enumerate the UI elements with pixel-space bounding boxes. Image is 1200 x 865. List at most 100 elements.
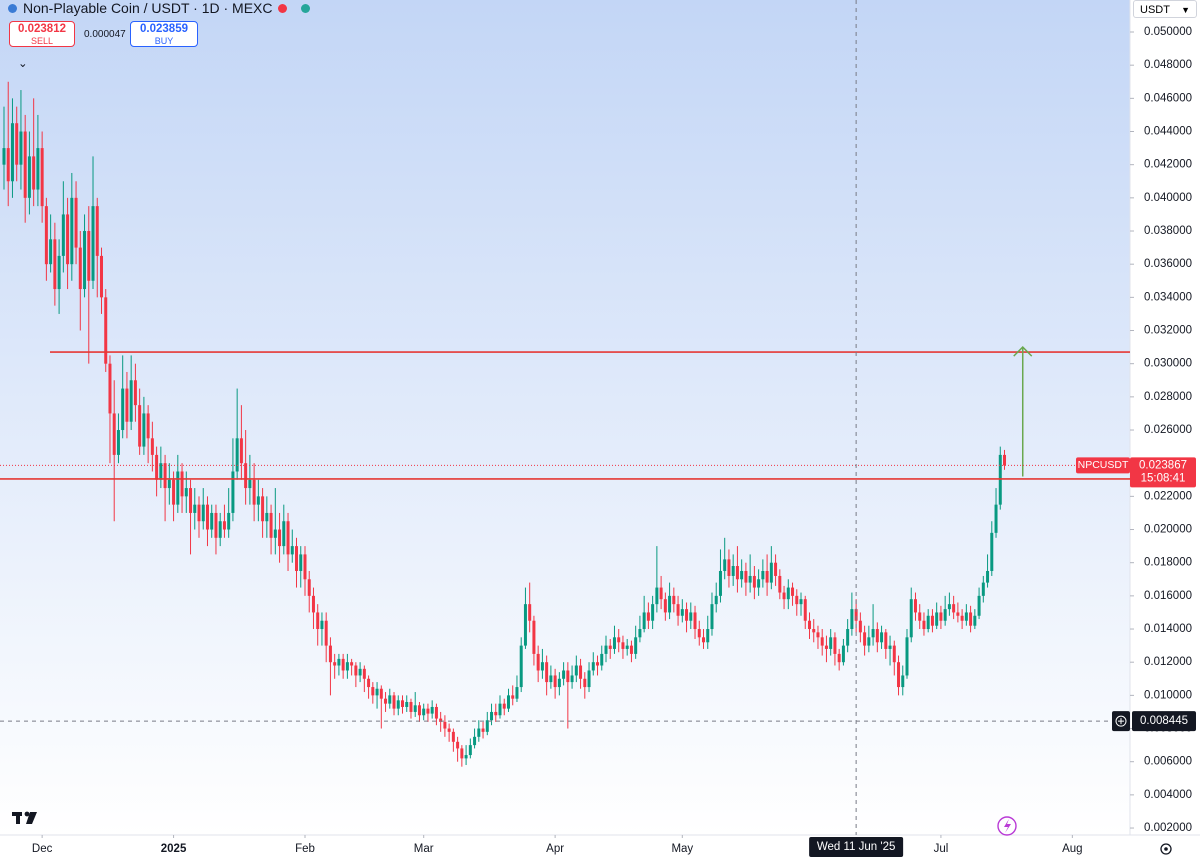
candle-body: [867, 637, 871, 646]
candle-body: [91, 206, 95, 281]
y-tick-label: 0.040000: [1144, 192, 1192, 204]
candle-body: [498, 703, 502, 716]
symbol-tag: NPCUSDT: [1078, 459, 1129, 471]
settings-icon[interactable]: [1160, 843, 1172, 855]
candle-body: [765, 570, 769, 583]
candle-body: [566, 670, 570, 683]
candle-body: [150, 438, 154, 455]
crosshair-x-bg: [809, 837, 904, 857]
candle-body: [922, 620, 926, 630]
candle-body: [634, 637, 638, 654]
candle-body: [583, 678, 587, 688]
candle-body: [735, 566, 739, 580]
y-tick-label: 0.042000: [1144, 159, 1192, 171]
candle-body: [757, 579, 761, 588]
candle-body: [388, 695, 392, 704]
candle-body: [913, 599, 917, 613]
candle-body: [854, 609, 858, 621]
candle-body: [799, 599, 803, 605]
candle-body: [939, 612, 943, 621]
x-tick-label: Dec: [32, 843, 53, 855]
candle-body: [812, 629, 816, 633]
candle-body: [146, 413, 150, 439]
candle-body: [320, 620, 324, 630]
candle-body: [324, 620, 328, 646]
candle-body: [10, 123, 14, 182]
y-tick-label: 0.034000: [1144, 291, 1192, 303]
candle-body: [574, 665, 578, 676]
symbol-icon: [8, 3, 17, 13]
candle-body: [651, 604, 655, 621]
candle-body: [697, 629, 701, 638]
last-price-label: 0.023867: [1139, 459, 1187, 471]
candle-body: [239, 438, 243, 464]
buy-price: 0.023859: [140, 23, 188, 35]
candle-body: [6, 148, 10, 182]
candle-body: [668, 595, 672, 613]
candle-body: [909, 599, 913, 638]
candle-body: [269, 512, 273, 538]
currency-select[interactable]: USDT ▼: [1133, 0, 1197, 18]
candle-body: [371, 687, 375, 696]
candle-body: [70, 197, 74, 265]
add-alert-circle: [1115, 715, 1127, 727]
candle-body: [222, 521, 226, 530]
candle-body: [553, 675, 557, 688]
candle-body: [880, 632, 884, 643]
candle-body: [490, 711, 494, 721]
candle-body: [494, 711, 498, 716]
candle-body: [596, 662, 600, 666]
x-tick-label: Aug: [1062, 843, 1082, 855]
buy-label: BUY: [154, 36, 174, 46]
candle-body: [227, 512, 231, 530]
candle-body: [112, 413, 116, 455]
candle-body: [155, 454, 159, 480]
candle-body: [405, 701, 409, 707]
y-tick-label: 0.046000: [1144, 92, 1192, 104]
candle-body: [384, 698, 388, 704]
x-tick-label: Jul: [934, 843, 949, 855]
candle-body: [600, 653, 604, 666]
candle-body: [413, 705, 417, 712]
candle-body: [706, 629, 710, 643]
candle-body: [468, 745, 472, 756]
x-tick-label: Feb: [295, 843, 315, 855]
crosshair-y-label: 0.008445: [1140, 715, 1188, 727]
candle-body: [53, 239, 57, 290]
y-tick-label: 0.044000: [1144, 126, 1192, 138]
lightning-icon[interactable]: [997, 816, 1017, 836]
candle-body: [905, 637, 909, 676]
candle-body: [1003, 454, 1007, 466]
y-tick-label: 0.028000: [1144, 391, 1192, 403]
add-alert-plus: [1118, 718, 1124, 725]
candle-body: [617, 637, 621, 643]
add-alert-button[interactable]: [1112, 711, 1130, 732]
candle-body: [252, 479, 256, 505]
candle-body: [748, 575, 752, 583]
collapse-chevron[interactable]: ⌄: [18, 58, 28, 70]
candle-body: [502, 703, 506, 709]
candle-body: [27, 156, 31, 198]
y-tick-label: 0.026000: [1144, 424, 1192, 436]
candle-body: [129, 380, 133, 422]
candle-body: [778, 575, 782, 593]
y-tick-label: 0.022000: [1144, 490, 1192, 502]
buy-button[interactable]: 0.023859 BUY: [130, 21, 198, 47]
candle-body: [685, 609, 689, 621]
symbol-title: Non-Playable Coin / USDT · 1D · MEXC: [23, 0, 273, 16]
y-tick-label: 0.004000: [1144, 789, 1192, 801]
sell-button[interactable]: 0.023812 SELL: [9, 21, 75, 47]
candle-body: [655, 587, 659, 605]
candle-body: [358, 668, 362, 676]
candle-body: [193, 504, 197, 513]
candle-body: [926, 615, 930, 630]
candle-body: [167, 479, 171, 489]
y-tick-label: 0.020000: [1144, 524, 1192, 536]
candle-body: [612, 637, 616, 649]
candle-body: [994, 504, 998, 533]
candle-body: [897, 662, 901, 688]
candle-body: [422, 708, 426, 716]
candle-body: [846, 629, 850, 646]
candle-body: [947, 604, 951, 610]
